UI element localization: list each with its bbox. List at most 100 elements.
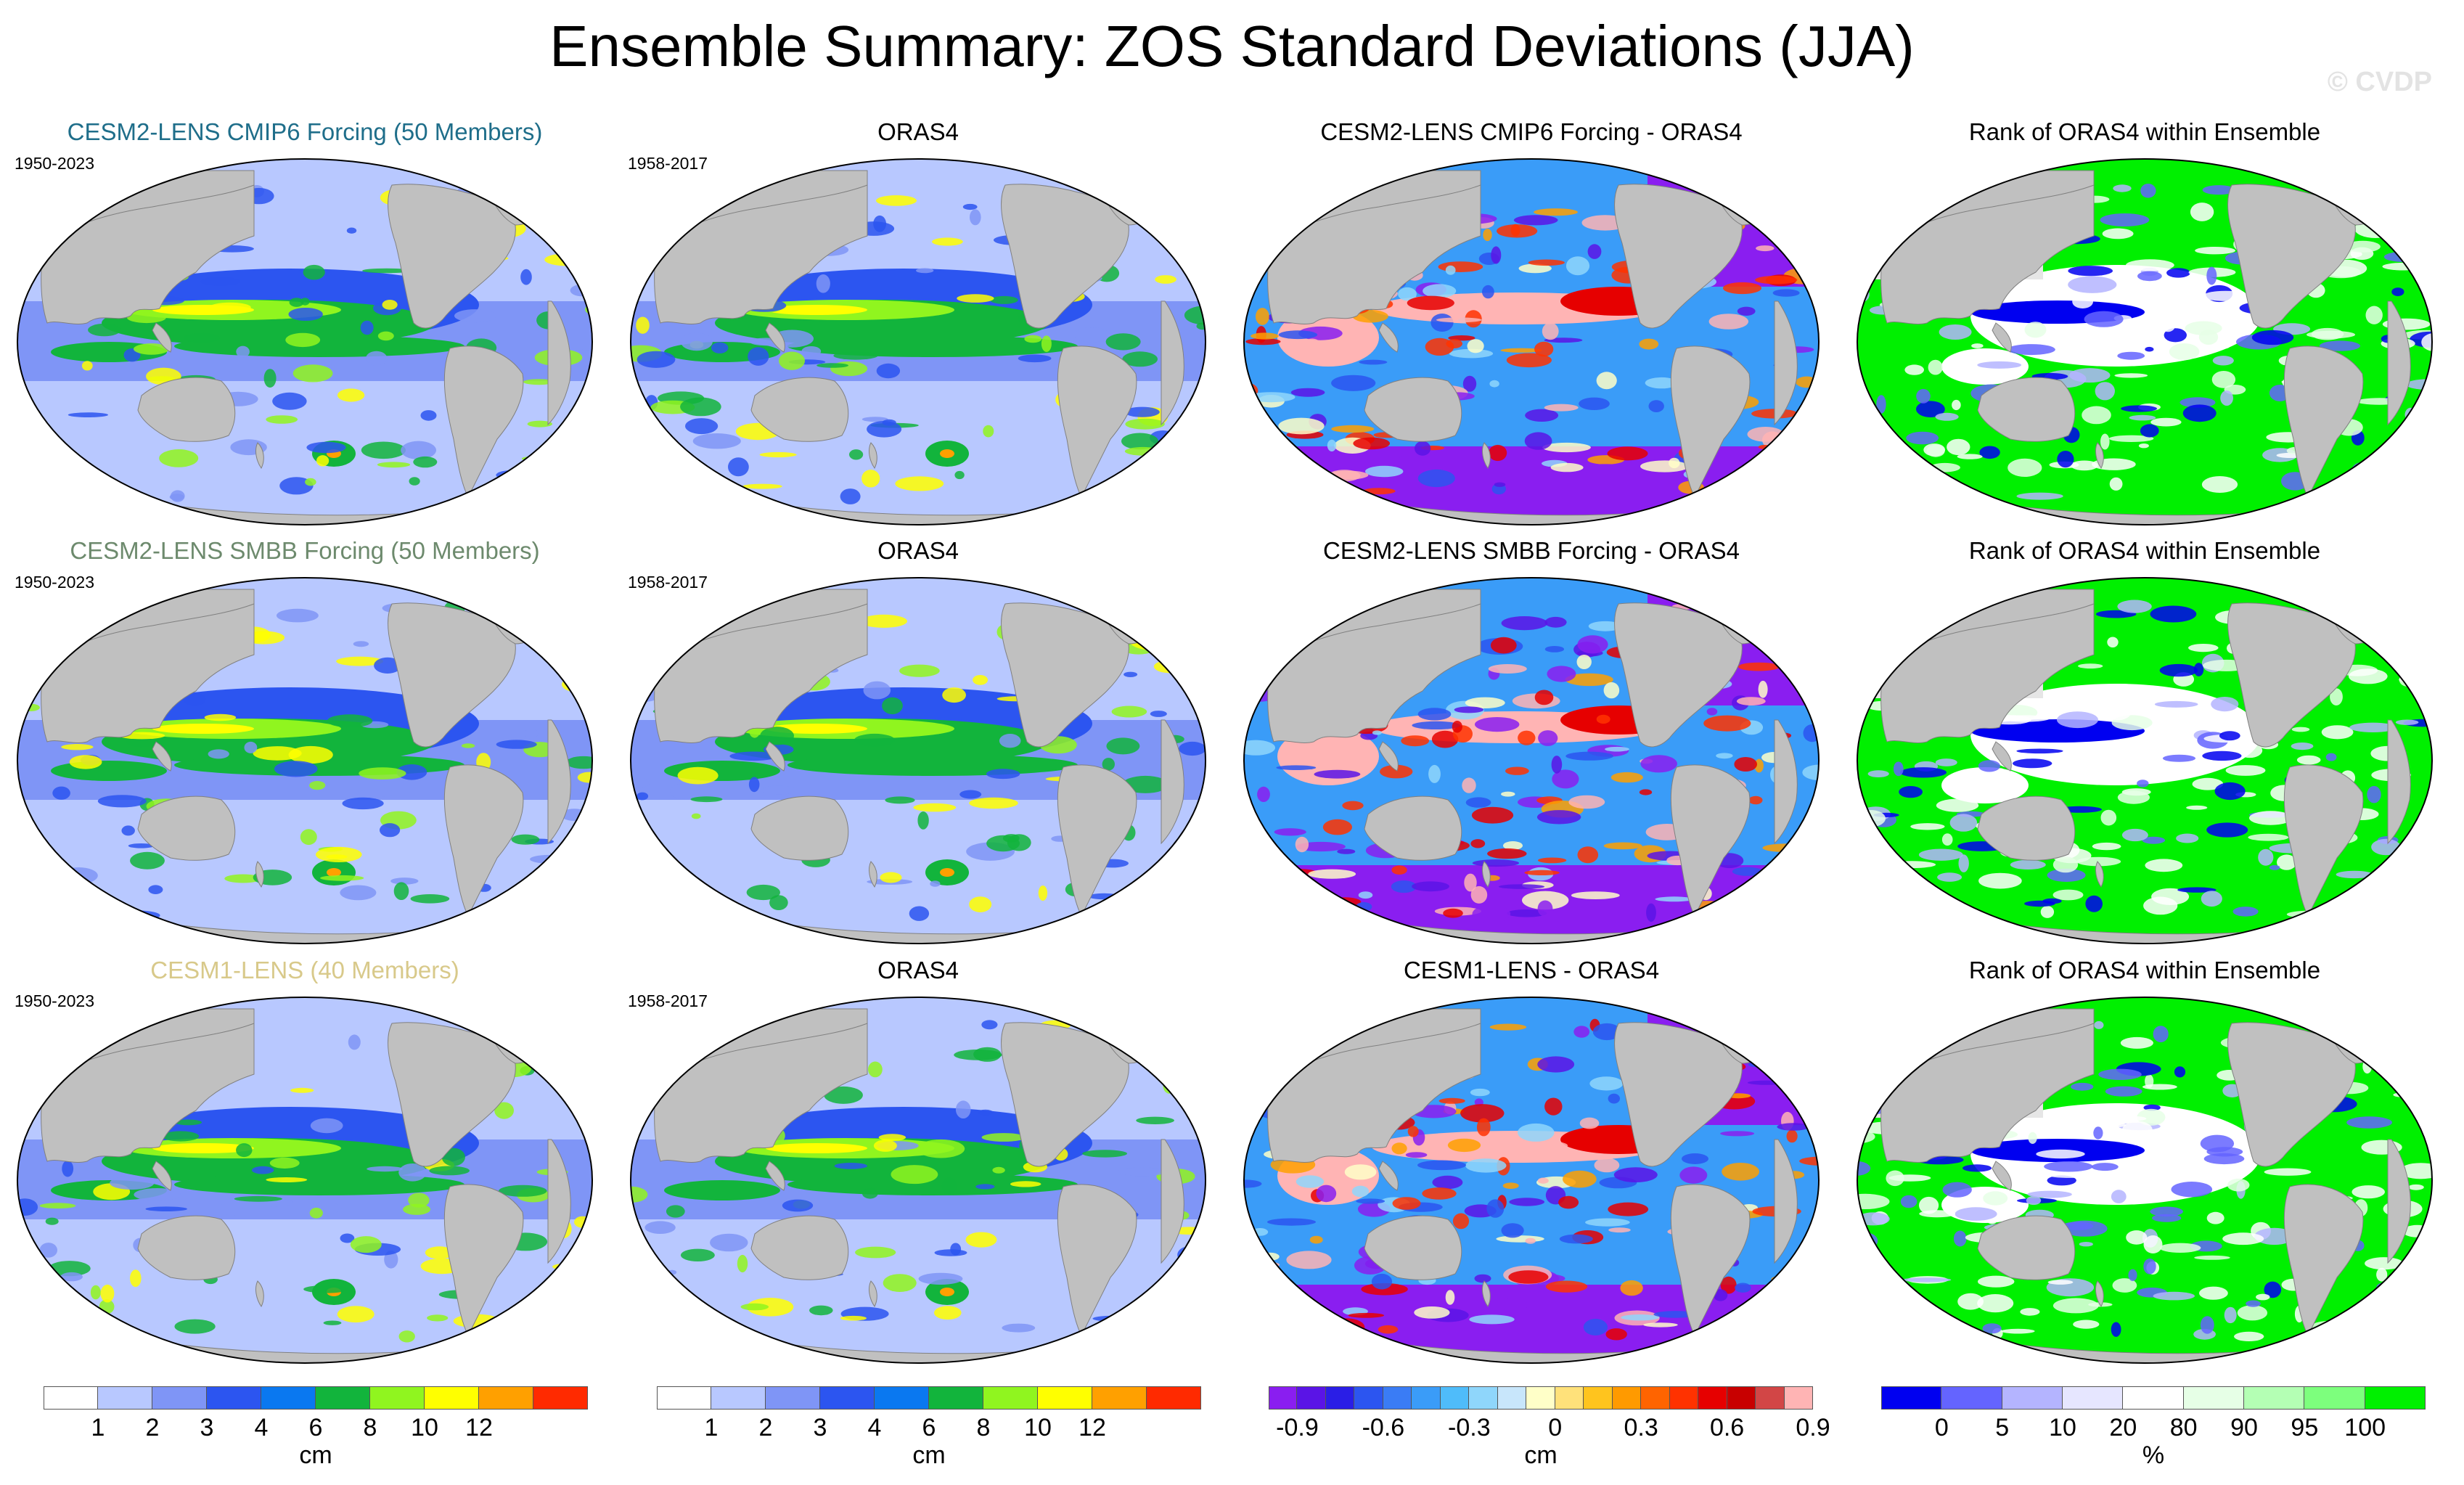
- colorbar-swatch: [2304, 1386, 2365, 1410]
- panel-title: CESM1-LENS - ORAS4: [1403, 957, 1660, 983]
- colorbar: -0.9 -0.6 -0.3 0 0.3 0.6 0.9 cm: [1269, 1386, 1830, 1469]
- colorbar-tick-label: 0.9: [1796, 1414, 1830, 1441]
- land-masses: [1267, 589, 1798, 944]
- period-label: 1958-2017: [628, 573, 708, 592]
- colorbar-swatch: [1881, 1386, 1942, 1410]
- colorbar-tick-label: 1: [704, 1414, 719, 1441]
- colorbar-tick-label: 2: [758, 1414, 773, 1441]
- panel-title: CESM2-LENS CMIP6 Forcing (50 Members): [67, 118, 543, 145]
- globe-map: [17, 158, 593, 525]
- globe-map: [17, 997, 593, 1364]
- difference-map: [1241, 156, 1822, 528]
- colorbar-swatch: [1612, 1386, 1642, 1410]
- colorbar-swatch: [820, 1386, 875, 1410]
- colorbar-tick-label: 6: [922, 1414, 936, 1441]
- colorbar-swatch: [2002, 1386, 2063, 1410]
- ensemble-mean-map: [15, 575, 595, 946]
- colorbar-swatch: [766, 1386, 820, 1410]
- colorbar-tick-label: 6: [308, 1414, 323, 1441]
- period-label: 1950-2023: [15, 154, 94, 173]
- colorbar-tick-label: 95: [2291, 1414, 2319, 1441]
- obs-map: [628, 575, 1208, 946]
- colorbar-swatch: [1147, 1386, 1201, 1410]
- rank-map: [1854, 575, 2435, 946]
- colorbar-tick-label: 8: [976, 1414, 991, 1441]
- colorbar-swatch: [657, 1386, 711, 1410]
- colorbar-unit: cm: [912, 1441, 946, 1469]
- obs-map: [628, 156, 1208, 528]
- colorbar-swatch: [98, 1386, 152, 1410]
- colorbar-tick-label: 4: [254, 1414, 269, 1441]
- colorbar-swatch: [2244, 1386, 2305, 1410]
- colorbar-swatch: [711, 1386, 766, 1410]
- obs-map: [628, 994, 1208, 1366]
- colorbar-unit: cm: [299, 1441, 332, 1469]
- ensemble-mean-map: [15, 994, 595, 1366]
- colorbar-swatch: [2365, 1386, 2426, 1410]
- colorbar-tick-label: 12: [1078, 1414, 1106, 1441]
- colorbar-unit: %: [2142, 1441, 2165, 1469]
- colorbar-swatch: [370, 1386, 425, 1410]
- figure-title: Ensemble Summary: ZOS Standard Deviation…: [549, 14, 1915, 78]
- colorbar-tick-label: -0.9: [1276, 1414, 1319, 1441]
- globe-map: [630, 577, 1206, 944]
- colorbar-swatch: [1784, 1386, 1813, 1410]
- colorbar-tick-label: 5: [1995, 1414, 2010, 1441]
- colorbar-swatch: [2123, 1386, 2184, 1410]
- colorbar-tick-label: 100: [2344, 1414, 2386, 1441]
- colorbar-swatch: [1038, 1386, 1092, 1410]
- rank-map: [1854, 156, 2435, 528]
- rank-map: [1854, 994, 2435, 1366]
- colorbar-swatch: [1698, 1386, 1727, 1410]
- colorbar-swatch: [1297, 1386, 1326, 1410]
- panel-title: ORAS4: [877, 118, 959, 145]
- colorbar-tick-label: 0: [1934, 1414, 1949, 1441]
- colorbar-swatch: [1756, 1386, 1785, 1410]
- colorbar-tick-label: 4: [867, 1414, 882, 1441]
- globe-map: [630, 158, 1206, 525]
- colorbar-unit: cm: [1524, 1441, 1558, 1469]
- colorbar-tick-label: -0.6: [1362, 1414, 1405, 1441]
- globe-map: [1243, 997, 1820, 1364]
- panel-title: Rank of ORAS4 within Ensemble: [1968, 957, 2321, 983]
- colorbar-swatch: [425, 1386, 479, 1410]
- colorbar-swatch: [479, 1386, 533, 1410]
- colorbar-tick-label: 3: [200, 1414, 214, 1441]
- colorbar-tick-label: 80: [2169, 1414, 2198, 1441]
- panel-title: ORAS4: [877, 537, 959, 564]
- colorbar-swatch: [1497, 1386, 1527, 1410]
- colorbar-swatch: [1584, 1386, 1613, 1410]
- globe-map: [630, 997, 1206, 1364]
- globe-map: [1857, 577, 2433, 944]
- globe-map: [1243, 158, 1820, 525]
- colorbar-swatch: [1383, 1386, 1412, 1410]
- colorbar-swatch: [1412, 1386, 1441, 1410]
- colorbar-swatch: [1941, 1386, 2002, 1410]
- panel-title: CESM2-LENS SMBB Forcing (50 Members): [70, 537, 540, 564]
- colorbar-swatch: [1555, 1386, 1584, 1410]
- panel-title: ORAS4: [877, 957, 959, 983]
- colorbar-tick-label: 0.6: [1709, 1414, 1745, 1441]
- colorbar-tick-label: -0.3: [1448, 1414, 1491, 1441]
- period-label: 1958-2017: [628, 991, 708, 1010]
- globe-map: [17, 577, 593, 944]
- colorbar-swatch: [1727, 1386, 1756, 1410]
- period-label: 1958-2017: [628, 154, 708, 173]
- colorbar: 1 2 3 4 6 8 10 12 cm: [44, 1386, 588, 1469]
- colorbar-swatch: [1092, 1386, 1147, 1410]
- colorbar-swatch: [875, 1386, 929, 1410]
- colorbar-swatch: [1641, 1386, 1670, 1410]
- colorbar-swatch: [316, 1386, 370, 1410]
- globe-map: [1243, 577, 1820, 944]
- colorbar-tick-label: 3: [813, 1414, 827, 1441]
- colorbar-tick-label: 10: [1024, 1414, 1052, 1441]
- colorbar-tick-label: 12: [465, 1414, 493, 1441]
- colorbar-tick-label: 20: [2109, 1414, 2137, 1441]
- panel-title: CESM1-LENS (40 Members): [150, 957, 459, 983]
- colorbar-tick-label: 10: [2049, 1414, 2076, 1441]
- colorbar-swatch: [261, 1386, 316, 1410]
- colorbar-swatch: [1469, 1386, 1498, 1410]
- panel-title: Rank of ORAS4 within Ensemble: [1968, 118, 2321, 145]
- colorbar-swatch: [207, 1386, 261, 1410]
- globe-map: [1857, 158, 2433, 525]
